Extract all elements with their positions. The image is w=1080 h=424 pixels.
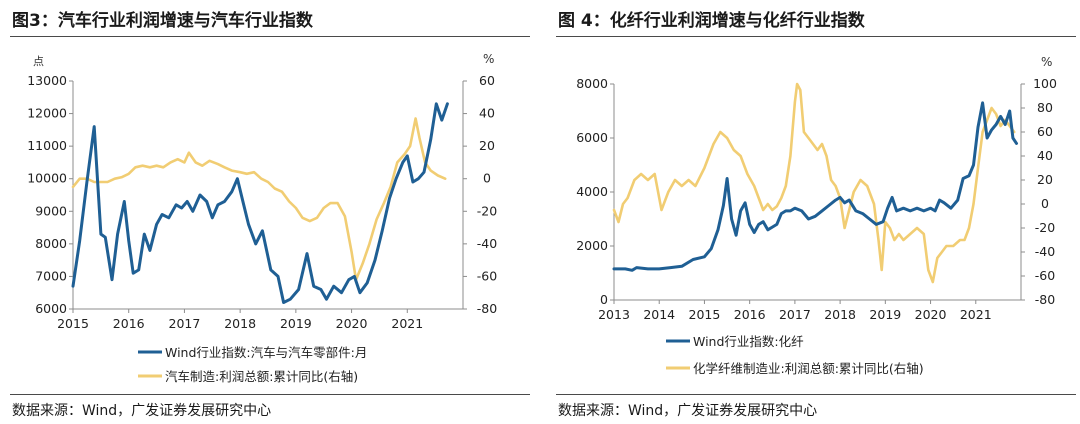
left-tick-label: 13000 [27,73,67,88]
right-tick-label: -20 [1035,220,1055,235]
x-tick-label: 2020 [336,316,368,331]
chart-title: 图 4：化纤行业利润增速与化纤行业指数 [558,11,865,31]
x-tick-label: 2017 [169,316,201,331]
left-tick-label: 12000 [27,106,67,121]
right-tick-label: 40 [1037,148,1053,163]
legend-label: Wind行业指数:汽车与汽车零部件:月 [165,345,367,360]
x-tick-label: 2015 [689,307,721,322]
fiber-profit-chart: % 8000 6000 4000 2000 0 100 80 60 40 20 0 -20 -40 -60 -… [576,55,1057,376]
x-tick-label: 2020 [915,307,947,322]
right-tick-label: -80 [1035,292,1055,307]
x-tick-label: 2016 [113,316,145,331]
right-tick-label: 40 [479,106,495,121]
right-tick-label: -40 [477,236,497,251]
left-tick-label: 6000 [35,301,67,316]
right-tick-label: -80 [477,301,497,316]
x-tick-label: 2017 [779,307,811,322]
x-tick-label: 2018 [224,316,256,331]
x-tick-label: 2021 [391,316,423,331]
right-tick-label: 0 [1041,196,1049,211]
title-divider [556,36,1076,37]
right-tick-label: 0 [483,171,491,186]
x-tick-label: 2016 [734,307,766,322]
right-axis-unit: % [1041,55,1052,69]
left-tick-label: 4000 [576,184,608,199]
auto-profit-chart: 点 % 13000 12000 11000 10000 9000 8000 7000 6000 60… [27,52,497,384]
legend-label: Wind行业指数:化纤 [693,334,804,349]
legend-label: 汽车制造:利润总额:累计同比(右轴) [165,369,358,384]
index-series-line [71,102,449,304]
left-tick-label: 11000 [27,138,67,153]
right-axis-unit: % [483,52,494,66]
left-tick-label: 9000 [35,203,67,218]
right-tick-label: 20 [479,138,495,153]
right-tick-label: -40 [1035,244,1055,259]
x-tick-label: 2015 [57,316,89,331]
right-tick-label: 20 [1037,172,1053,187]
right-tick-label: 60 [479,73,495,88]
x-tick-label: 2014 [643,307,675,322]
right-tick-label: 60 [1037,124,1053,139]
profit-growth-series-line [71,117,447,281]
legend-label: 化学纤维制造业:利润总额:累计同比(右轴) [693,361,924,376]
chart-panel-left: 图3：汽车行业利润增速与汽车行业指数 点% 13000 12000 11000 1000… [10,0,530,424]
index-series-line [612,101,1018,272]
right-tick-label: -60 [1035,268,1055,283]
chart-panel-right: 图 4：化纤行业利润增速与化纤行业指数 % 8000 6000 4000 2000 0 10… [556,0,1076,424]
data-source: 数据来源：Wind，广发证券发展研究中心 [12,403,272,419]
x-tick-label: 2013 [598,307,630,322]
left-tick-label: 8000 [576,76,608,91]
x-tick-label: 2018 [824,307,856,322]
x-tick-label: 2021 [960,307,992,322]
left-tick-label: 0 [600,292,608,307]
source-divider [556,394,1076,395]
left-tick-label: 7000 [35,268,67,283]
x-tick-label: 2019 [280,316,312,331]
chart-title: 图3：汽车行业利润增速与汽车行业指数 [12,11,313,31]
source-divider [10,394,530,395]
data-source: 数据来源：Wind，广发证券发展研究中心 [558,403,818,419]
right-tick-label: -20 [477,203,497,218]
left-axis-unit: 点 [33,55,44,68]
left-tick-label: 8000 [35,236,67,251]
left-tick-label: 10000 [27,171,67,186]
left-tick-label: 6000 [576,130,608,145]
right-tick-label: -60 [477,268,497,283]
title-divider [10,36,530,37]
right-tick-label: 100 [1033,76,1057,91]
profit-growth-series-line [612,82,1016,284]
left-tick-label: 2000 [576,238,608,253]
x-tick-label: 2019 [869,307,901,322]
right-tick-label: 80 [1037,100,1053,115]
